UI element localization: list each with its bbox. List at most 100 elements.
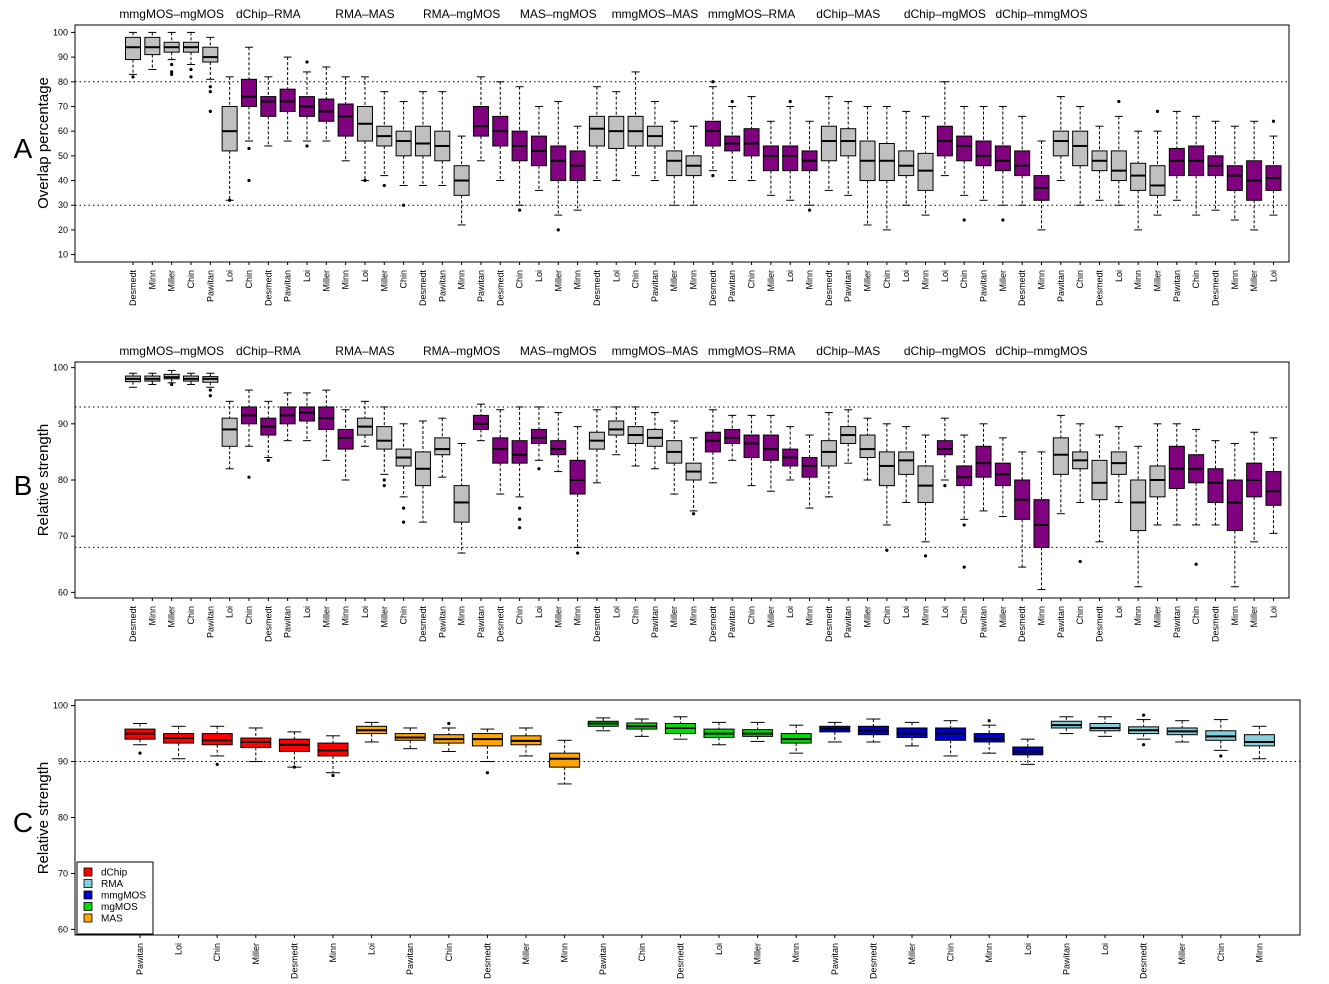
x-tick-label: Loi xyxy=(1023,943,1033,955)
x-tick-label: Chin xyxy=(1191,606,1201,625)
comparison-group-label: dChip–RMA xyxy=(236,7,301,21)
x-tick-label: Chin xyxy=(959,270,969,289)
iqr-box xyxy=(917,465,934,503)
box-minn: Minn xyxy=(685,125,702,290)
iqr-box xyxy=(298,406,315,422)
iqr-box xyxy=(434,437,451,456)
outlier-point xyxy=(1117,99,1121,104)
outlier-point xyxy=(331,773,335,778)
iqr-box xyxy=(975,140,992,167)
x-tick-label: Pawitan xyxy=(476,606,486,638)
box-pawitan: Pawitan xyxy=(434,417,451,638)
iqr-box xyxy=(1149,465,1166,498)
iqr-box xyxy=(221,105,238,152)
outlier-point xyxy=(170,70,174,74)
box-miller: Miller xyxy=(240,727,272,965)
iqr-box xyxy=(898,150,915,177)
outlier-point xyxy=(189,75,193,79)
outlier-point xyxy=(363,178,367,183)
outlier-point xyxy=(788,99,792,104)
x-tick-label: Pawitan xyxy=(727,606,737,638)
comparison-group-label: mmgMOS–MAS xyxy=(612,7,699,21)
box-desmedt: Desmedt xyxy=(471,728,503,979)
box-desmedt: Desmedt xyxy=(857,718,889,979)
box-minn: Minn xyxy=(917,434,934,626)
iqr-box xyxy=(898,451,915,475)
box-minn: Minn xyxy=(569,426,586,626)
y-tick-label: 30 xyxy=(58,200,68,210)
outlier-point xyxy=(228,198,232,202)
y-axis-title: Relative strength xyxy=(35,424,52,537)
legend-label: MAS xyxy=(101,914,123,925)
box-pawitan: Pawitan xyxy=(434,91,451,302)
y-tick-label: 90 xyxy=(58,419,68,429)
outlier-point xyxy=(208,85,212,89)
box-loi: Loi xyxy=(1110,99,1127,282)
box-minn: Minn xyxy=(317,735,349,963)
box-pawitan: Pawitan xyxy=(202,36,219,302)
y-tick-label: 100 xyxy=(53,701,68,711)
iqr-box xyxy=(1130,162,1147,191)
x-tick-label: Miller xyxy=(998,270,1008,292)
box-miller: Miller xyxy=(1149,423,1166,628)
x-tick-label: Minn xyxy=(984,943,994,963)
x-tick-label: Miller xyxy=(1152,270,1162,292)
x-tick-label: Chin xyxy=(882,270,892,289)
y-tick-label: 80 xyxy=(58,475,68,485)
x-tick-label: Desmedt xyxy=(1095,606,1105,643)
x-tick-label: Miller xyxy=(553,270,563,292)
box-desmedt: Desmedt xyxy=(125,372,141,642)
x-tick-label: Loi xyxy=(1114,606,1124,618)
legend-swatch xyxy=(83,913,93,923)
box-desmedt: Desmedt xyxy=(1014,115,1031,306)
legend-label: dChip xyxy=(101,868,128,879)
box-loi: Loi xyxy=(298,392,315,618)
comparison-group-label: mmgMOS–RMA xyxy=(708,7,795,21)
x-tick-label: Desmedt xyxy=(128,270,138,307)
outlier-point xyxy=(170,72,174,76)
y-axis-title: Relative strength xyxy=(35,762,52,875)
x-tick-label: Pawitan xyxy=(1056,606,1066,638)
iqr-box xyxy=(859,434,876,459)
iqr-box xyxy=(125,36,141,61)
x-tick-label: Miller xyxy=(998,606,1008,628)
legend-swatch xyxy=(83,879,93,888)
outlier-point xyxy=(382,478,386,482)
x-tick-label: Desmedt xyxy=(418,270,428,307)
iqr-box xyxy=(472,414,489,430)
iqr-box xyxy=(279,88,296,112)
comparison-group-label: mmgMOS–mgMOS xyxy=(119,7,224,21)
x-tick-label: Loi xyxy=(1268,606,1278,618)
outlier-point xyxy=(292,765,296,769)
x-tick-label: Desmedt xyxy=(289,943,299,980)
box-loi: Loi xyxy=(1265,119,1282,282)
box-miller: Miller xyxy=(1246,120,1263,292)
box-miller: Miller xyxy=(318,66,335,292)
comparison-group-label: dChip–mgMOS xyxy=(904,344,986,358)
box-minn: Minn xyxy=(1130,445,1147,626)
x-tick-label: Minn xyxy=(689,606,699,626)
box-minn: Minn xyxy=(1033,140,1050,290)
box-minn: Minn xyxy=(1226,125,1243,290)
outlier-point xyxy=(247,178,251,183)
iqr-box xyxy=(878,143,895,182)
box-miller: Miller xyxy=(859,417,876,628)
box-loi: Loi xyxy=(298,60,315,282)
comparison-group-label: dChip–mgMOS xyxy=(904,7,986,21)
box-miller: Miller xyxy=(762,120,779,292)
legend-label: mgMOS xyxy=(101,902,138,913)
box-loi: Loi xyxy=(356,721,388,955)
box-minn: Minn xyxy=(337,76,354,290)
box-minn: Minn xyxy=(1243,725,1275,963)
x-tick-label: Chin xyxy=(1191,270,1201,289)
x-tick-label: Chin xyxy=(399,270,409,289)
outlier-point xyxy=(1155,109,1160,114)
box-minn: Minn xyxy=(144,31,161,290)
x-tick-label: Loi xyxy=(360,606,370,618)
box-loi: Loi xyxy=(703,721,735,955)
y-tick-label: 70 xyxy=(58,101,68,111)
box-desmedt: Desmedt xyxy=(1207,120,1224,306)
comparison-group-label: mmgMOS–mgMOS xyxy=(119,344,224,358)
iqr-box xyxy=(472,105,489,137)
